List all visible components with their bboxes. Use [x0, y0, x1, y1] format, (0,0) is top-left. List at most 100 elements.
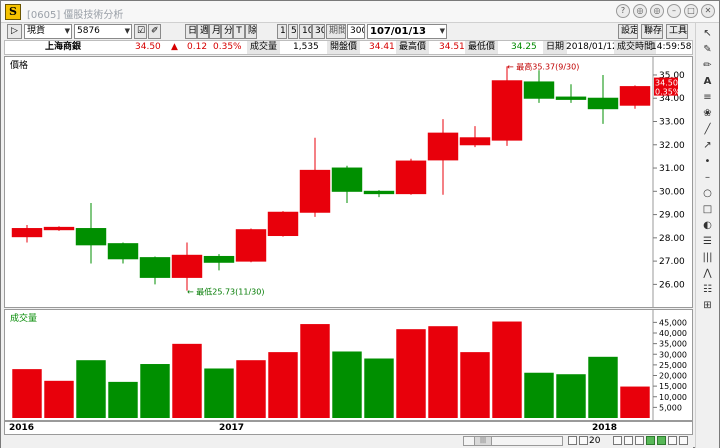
volume-tick-label: 35,000	[659, 340, 687, 349]
volume-bar	[396, 329, 426, 418]
chevron-down-icon: ▼	[439, 27, 445, 35]
bars-icon[interactable]: |||	[702, 252, 713, 263]
link-store-button[interactable]: 聯存	[641, 24, 663, 39]
draw-icon[interactable]: ✐	[148, 24, 161, 39]
candle-body	[267, 211, 299, 237]
candle-body	[171, 254, 203, 278]
date-input[interactable]: 107/01/13 ▼	[367, 24, 447, 39]
drawing-toolbar: ↖ ✎ ✏ A ≡ ❀ ╱ ↗ • – ○ □ ◐ ☰ ||| ⋀ ☷ ⊞	[695, 23, 719, 448]
market-select[interactable]: 現貨 ▼	[24, 24, 72, 39]
volume-tick-label: 15,000	[659, 382, 687, 391]
price-panel-label: 價格	[10, 61, 29, 71]
volume-chart-panel[interactable]: 成交量 5,000 10,000 15,000 20,000 25,000 30,000 3…	[4, 309, 693, 421]
point-icon[interactable]: •	[704, 156, 711, 167]
price-tick-label: 30.00	[659, 187, 685, 197]
low-label: 最低價	[465, 41, 499, 54]
date-label: 日期	[543, 41, 568, 54]
zoom-out-icon[interactable]	[568, 436, 577, 445]
status-bar: ||| 20	[1, 435, 693, 448]
grid-icon[interactable]	[635, 436, 644, 445]
up-arrow-icon: ▲	[171, 42, 178, 52]
print-icon[interactable]	[679, 436, 688, 445]
app-logo-icon: S	[5, 4, 21, 20]
candle-body	[395, 160, 427, 195]
pencil-icon[interactable]: ✏	[703, 60, 712, 71]
circle-icon[interactable]: ○	[703, 188, 712, 199]
settings-button[interactable]: 設定	[618, 24, 638, 39]
horizontal-scrollbar[interactable]: |||	[463, 436, 563, 446]
export-icon[interactable]	[668, 436, 677, 445]
volume-label: 成交量	[247, 41, 281, 54]
channel-icon[interactable]: ☷	[703, 284, 712, 295]
fill-icon[interactable]: ◐	[703, 220, 712, 231]
price-tick-label: 28.00	[659, 234, 685, 244]
volume-tick-label: 40,000	[659, 329, 687, 338]
symbol-select[interactable]: 5876 ▼	[74, 24, 132, 39]
minus-icon[interactable]: –	[705, 172, 710, 183]
zoom-in-icon[interactable]	[579, 436, 588, 445]
range-10-button[interactable]: 10	[299, 24, 312, 39]
candle-body	[523, 81, 555, 99]
last-price-tag-value: 34.50	[655, 79, 678, 88]
open-label: 開盤價	[327, 41, 361, 54]
tab-minute[interactable]: 分	[221, 24, 233, 39]
view-icon[interactable]	[613, 436, 622, 445]
tab-day[interactable]: 日	[185, 24, 197, 39]
play-icon[interactable]: ▷	[7, 24, 22, 39]
candle-body	[139, 257, 171, 278]
tools-button[interactable]: 工具	[666, 24, 688, 39]
close-button[interactable]: ✕	[701, 4, 715, 18]
color-green-icon[interactable]	[657, 436, 666, 445]
period-input[interactable]: 300	[347, 24, 365, 39]
symbol-select-value: 5876	[77, 26, 100, 36]
price-chart-panel[interactable]: 價格 26.00 27.00 28.00 29.00 30.00 31.00 32.00 33…	[4, 56, 693, 308]
palette-icon[interactable]: ❀	[703, 108, 712, 119]
x-axis: 2016 2017 2018	[4, 421, 693, 435]
volume-bar	[620, 386, 650, 418]
candle-body	[491, 80, 523, 141]
range-1-button[interactable]: 1	[277, 24, 287, 39]
candle-body	[331, 167, 363, 192]
square-icon[interactable]: □	[702, 204, 713, 215]
checkbox-icon[interactable]: ☑	[134, 24, 147, 39]
minimize-button[interactable]: –	[667, 4, 681, 18]
fan-icon[interactable]: ⋀	[703, 268, 712, 279]
help-button[interactable]: ?	[616, 4, 630, 18]
link-button[interactable]: ◎	[633, 4, 647, 18]
price-tick-label: 34.00	[659, 94, 685, 104]
gann-icon[interactable]: ⊞	[703, 300, 712, 311]
range-5-button[interactable]: 5	[288, 24, 298, 39]
candle-body	[587, 97, 619, 110]
layout-icon[interactable]	[624, 436, 633, 445]
lines-icon[interactable]: ≡	[703, 92, 712, 103]
range-30-button[interactable]: 30	[312, 24, 325, 39]
price-tick-label: 27.00	[659, 257, 685, 267]
fibonacci-icon[interactable]: ☰	[703, 236, 712, 247]
tab-month[interactable]: 月	[209, 24, 221, 39]
ray-icon[interactable]: ↗	[703, 140, 712, 151]
price-change-pct: 0.35%	[213, 42, 242, 52]
volume-bar	[140, 364, 170, 418]
window-title: [0605] 僵股技術分析	[27, 10, 124, 21]
volume-bar	[588, 356, 618, 418]
last-price: 34.50	[135, 42, 161, 52]
tab-exright[interactable]: 除	[245, 24, 257, 39]
line-icon[interactable]: ╱	[704, 124, 711, 135]
text-icon[interactable]: A	[703, 76, 712, 87]
tab-week[interactable]: 週	[197, 24, 209, 39]
maximize-button[interactable]: □	[684, 4, 698, 18]
scrollbar-thumb[interactable]: |||	[474, 437, 492, 445]
pin-button[interactable]: ◎	[650, 4, 664, 18]
price-chart[interactable]: 26.00 27.00 28.00 29.00 30.00 31.00 32.00 33.00…	[5, 57, 692, 307]
eraser-icon[interactable]: ✎	[703, 44, 712, 55]
cursor-icon[interactable]: ↖	[703, 28, 712, 39]
candle-body	[555, 96, 587, 100]
candle-body	[107, 243, 139, 260]
open-value: 34.41	[369, 42, 395, 52]
low-marker-label: ← 最低25.73(11/30)	[187, 287, 264, 297]
tab-tick[interactable]: T	[233, 24, 245, 39]
color-green-icon[interactable]	[646, 436, 655, 445]
volume-tick-label: 10,000	[659, 393, 687, 402]
period-label: 期間	[326, 24, 346, 39]
